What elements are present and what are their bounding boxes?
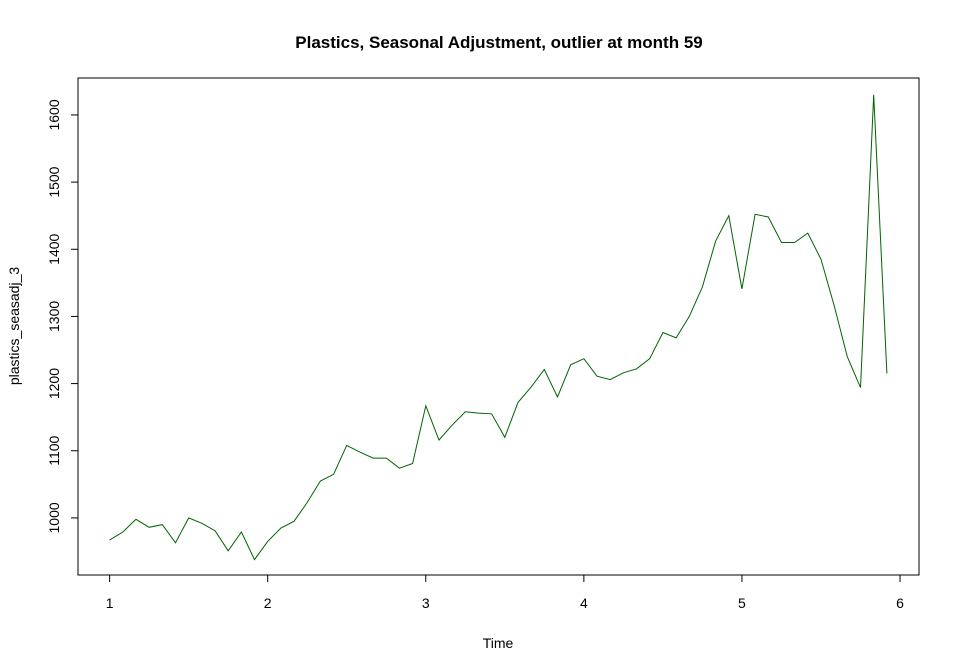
y-tick-label: 1400 [46, 233, 62, 264]
x-tick-label: 6 [896, 595, 904, 611]
y-axis-label: plastics_seasadj_3 [6, 267, 22, 386]
x-tick-label: 5 [738, 595, 746, 611]
x-axis-label: Time [483, 635, 514, 651]
x-axis: 1 2 3 4 5 6 [106, 574, 904, 611]
y-tick-label: 1300 [46, 301, 62, 332]
x-tick-label: 4 [580, 595, 588, 611]
x-tick-label: 1 [106, 595, 114, 611]
chart-title: Plastics, Seasonal Adjustment, outlier a… [295, 33, 702, 52]
data-points [109, 94, 888, 560]
x-tick-label: 3 [422, 595, 430, 611]
y-tick-label: 1500 [46, 166, 62, 197]
plot-frame [77, 77, 920, 576]
y-tick-label: 1600 [46, 99, 62, 130]
y-tick-label: 1200 [46, 368, 62, 399]
x-tick-label: 2 [264, 595, 272, 611]
y-axis: 1000 1100 1200 1300 1400 1500 1600 [46, 99, 79, 533]
y-tick-label: 1000 [46, 502, 62, 533]
series-line [109, 94, 888, 561]
y-tick-label: 1100 [46, 435, 62, 465]
